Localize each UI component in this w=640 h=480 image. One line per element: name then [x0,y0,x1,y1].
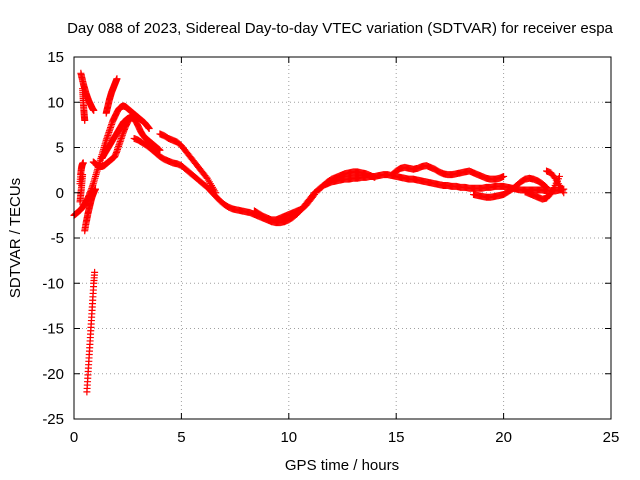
data-point [371,173,379,181]
y-axis-label: SDTVAR / TECUs [7,178,24,298]
y-tick-label: -20 [42,366,64,383]
data-point [113,75,121,83]
y-tick-label: -5 [51,230,64,247]
data-point [541,182,549,190]
y-tick-label: 5 [56,140,64,157]
x-tick-label: 20 [495,429,512,446]
data-point [212,189,220,197]
axis-ticks: 0 5 10 15 20 25 -25 -20 -15 -10 -5 0 5 10 15 [42,49,619,446]
data-point [311,191,319,199]
x-tick-label: 25 [603,429,620,446]
y-tick-label: 0 [56,185,64,202]
chart-title: Day 088 of 2023, Sidereal Day-to-day VTE… [67,20,613,37]
data-point [145,124,153,132]
x-tick-label: 10 [280,429,297,446]
y-tick-label: 15 [47,49,64,66]
data-point [500,172,508,180]
x-tick-label: 5 [177,429,185,446]
data-point [79,159,87,167]
data-point [91,185,99,193]
data-points [70,69,568,396]
y-tick-label: -25 [42,411,64,428]
data-point [560,189,568,197]
y-tick-label: 10 [47,94,64,111]
data-point [156,146,164,154]
y-tick-label: -10 [42,275,64,292]
data-point [81,116,89,124]
data-point [90,106,98,114]
data-point [91,268,99,276]
x-tick-label: 15 [388,429,405,446]
y-tick-label: -15 [42,321,64,338]
x-axis-label: GPS time / hours [285,457,399,474]
x-tick-label: 0 [70,429,78,446]
data-point [543,183,551,191]
grid [74,57,611,419]
data-point [310,192,318,200]
data-point [79,171,87,179]
